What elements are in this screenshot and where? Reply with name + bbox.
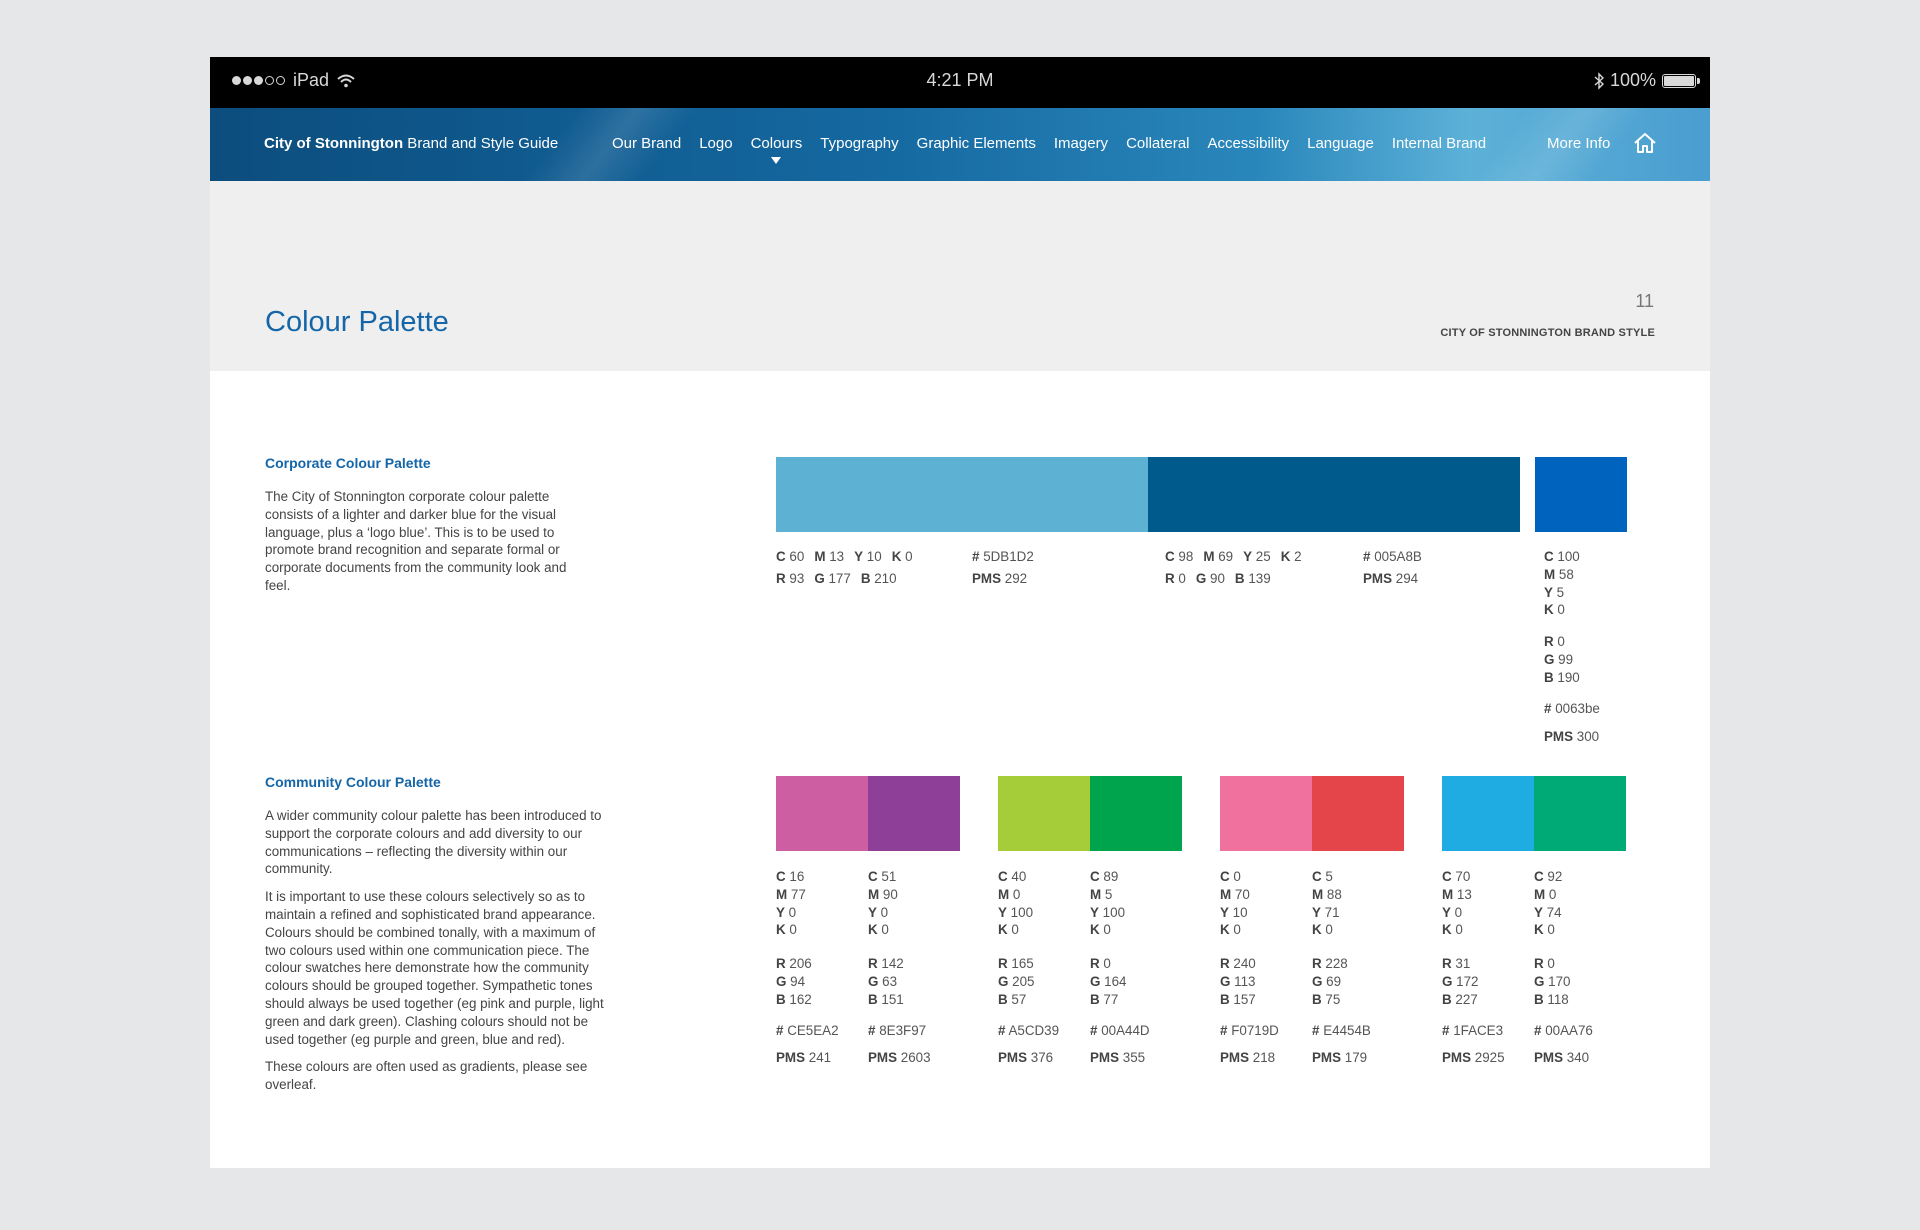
- community-rgb: R 31 G 172 B 227: [1442, 956, 1479, 1007]
- nav-item-graphic-elements[interactable]: Graphic Elements: [916, 135, 1036, 152]
- page-number: 11: [1635, 291, 1654, 311]
- swatch-light-blue: [776, 457, 1148, 532]
- brand-title[interactable]: City of Stonnington Brand and Style Guid…: [264, 135, 558, 152]
- corporate-description: The City of Stonnington corporate colour…: [265, 488, 595, 605]
- nav-item-colours-label: Colours: [750, 135, 803, 152]
- page-title: Colour Palette: [265, 306, 449, 338]
- status-right: 100%: [1594, 70, 1700, 91]
- community-hex: # E4454B: [1312, 1023, 1371, 1038]
- light-blue-cmyk: C 60 M 13 Y 10 K 0: [776, 549, 913, 564]
- community-rgb: R 165 G 205 B 57: [998, 956, 1035, 1007]
- corporate-paragraph: The City of Stonnington corporate colour…: [265, 489, 567, 593]
- community-pms: PMS 179: [1312, 1050, 1368, 1065]
- brand-name: City of Stonnington: [264, 135, 404, 152]
- status-time: 4:21 PM: [926, 70, 994, 90]
- community-description: A wider community colour palette has bee…: [265, 807, 605, 1104]
- community-hex: # 00AA76: [1534, 1023, 1593, 1038]
- community-swatch: [1312, 776, 1404, 851]
- page-header: Colour Palette 11 CITY OF STONNINGTON BR…: [210, 181, 1710, 371]
- community-pms: PMS 376: [998, 1050, 1054, 1065]
- community-pms: PMS 340: [1534, 1050, 1590, 1065]
- community-swatch: [1442, 776, 1534, 851]
- nav-item-language[interactable]: Language: [1307, 135, 1374, 152]
- page-subtitle: CITY OF STONNINGTON BRAND STYLE: [1440, 327, 1655, 339]
- logo-blue-cmyk: C 100 M 58 Y 5 K 0: [1544, 549, 1580, 618]
- status-left: iPad: [232, 70, 355, 91]
- community-rgb: R 142 G 63 B 151: [868, 956, 904, 1007]
- community-swatch: [1220, 776, 1312, 851]
- brand-suffix: Brand and Style Guide: [403, 135, 559, 152]
- swatch-logo-blue: [1535, 457, 1627, 532]
- swatch-dark-blue: [1148, 457, 1520, 532]
- community-hex: # A5CD39: [998, 1023, 1060, 1038]
- nav-item-typography[interactable]: Typography: [820, 135, 899, 152]
- logo-blue-pms: PMS 300: [1544, 729, 1600, 744]
- nav-item-imagery[interactable]: Imagery: [1053, 135, 1109, 152]
- nav-menu: Our Brand Logo Colours Typography Graphi…: [612, 135, 1504, 164]
- dark-blue-cmyk: C 98 M 69 Y 25 K 2: [1165, 549, 1302, 564]
- nav-item-our-brand[interactable]: Our Brand: [612, 135, 682, 152]
- top-nav: City of Stonnington Brand and Style Guid…: [210, 108, 1710, 181]
- community-swatch: [998, 776, 1090, 851]
- nav-item-accessibility[interactable]: Accessibility: [1207, 135, 1290, 152]
- community-swatch: [1090, 776, 1182, 851]
- logo-blue-rgb: R 0 G 99 B 190: [1544, 634, 1580, 685]
- community-heading: Community Colour Palette: [265, 774, 441, 790]
- community-paragraph-2: It is important to use these colours sel…: [265, 889, 604, 1047]
- community-hex: # F0719D: [1220, 1023, 1279, 1038]
- nav-item-colours[interactable]: Colours: [750, 135, 803, 164]
- logo-blue-hex: # 0063be: [1544, 701, 1600, 716]
- light-blue-hex: # 5DB1D2: [972, 549, 1034, 564]
- battery-icon: [1662, 73, 1700, 88]
- active-caret-icon: [771, 157, 782, 164]
- community-pms: PMS 2603: [868, 1050, 931, 1065]
- community-swatch: [868, 776, 960, 851]
- community-pms: PMS 218: [1220, 1050, 1276, 1065]
- status-bar: iPad 4:21 PM 100%: [210, 57, 1710, 108]
- signal-strength-icon: [232, 76, 285, 85]
- carrier-label: iPad: [293, 70, 330, 90]
- community-hex: # CE5EA2: [776, 1023, 839, 1038]
- community-paragraph-3: These colours are often used as gradient…: [265, 1059, 588, 1093]
- nav-item-collateral[interactable]: Collateral: [1126, 135, 1190, 152]
- community-rgb: R 228 G 69 B 75: [1312, 956, 1348, 1007]
- wifi-icon: [337, 74, 355, 87]
- home-icon[interactable]: [1632, 130, 1658, 156]
- nav-item-more-info[interactable]: More Info: [1547, 135, 1611, 152]
- bluetooth-icon: [1594, 71, 1604, 90]
- community-swatch: [776, 776, 868, 851]
- community-pms: PMS 355: [1090, 1050, 1146, 1065]
- corporate-heading: Corporate Colour Palette: [265, 455, 431, 471]
- community-rgb: R 206 G 94 B 162: [776, 956, 812, 1007]
- community-hex: # 00A44D: [1090, 1023, 1150, 1038]
- battery-percent: 100%: [1609, 70, 1656, 90]
- community-rgb: R 240 G 113 B 157: [1220, 956, 1256, 1007]
- nav-item-logo[interactable]: Logo: [699, 135, 733, 152]
- community-swatch: [1534, 776, 1626, 851]
- community-hex: # 1FACE3: [1442, 1023, 1504, 1038]
- community-paragraph-1: A wider community colour palette has bee…: [265, 808, 602, 877]
- community-pms: PMS 2925: [1442, 1050, 1505, 1065]
- ipad-screen: iPad 4:21 PM 100% City of Stonnington Br…: [210, 57, 1710, 1168]
- light-blue-pms: PMS 292: [972, 571, 1028, 586]
- light-blue-rgb: R 93 G 177 B 210: [776, 571, 897, 586]
- dark-blue-pms: PMS 294: [1363, 571, 1419, 586]
- community-hex: # 8E3F97: [868, 1023, 927, 1038]
- community-pms: PMS 241: [776, 1050, 832, 1065]
- dark-blue-hex: # 005A8B: [1363, 549, 1422, 564]
- nav-item-internal-brand[interactable]: Internal Brand: [1391, 135, 1487, 152]
